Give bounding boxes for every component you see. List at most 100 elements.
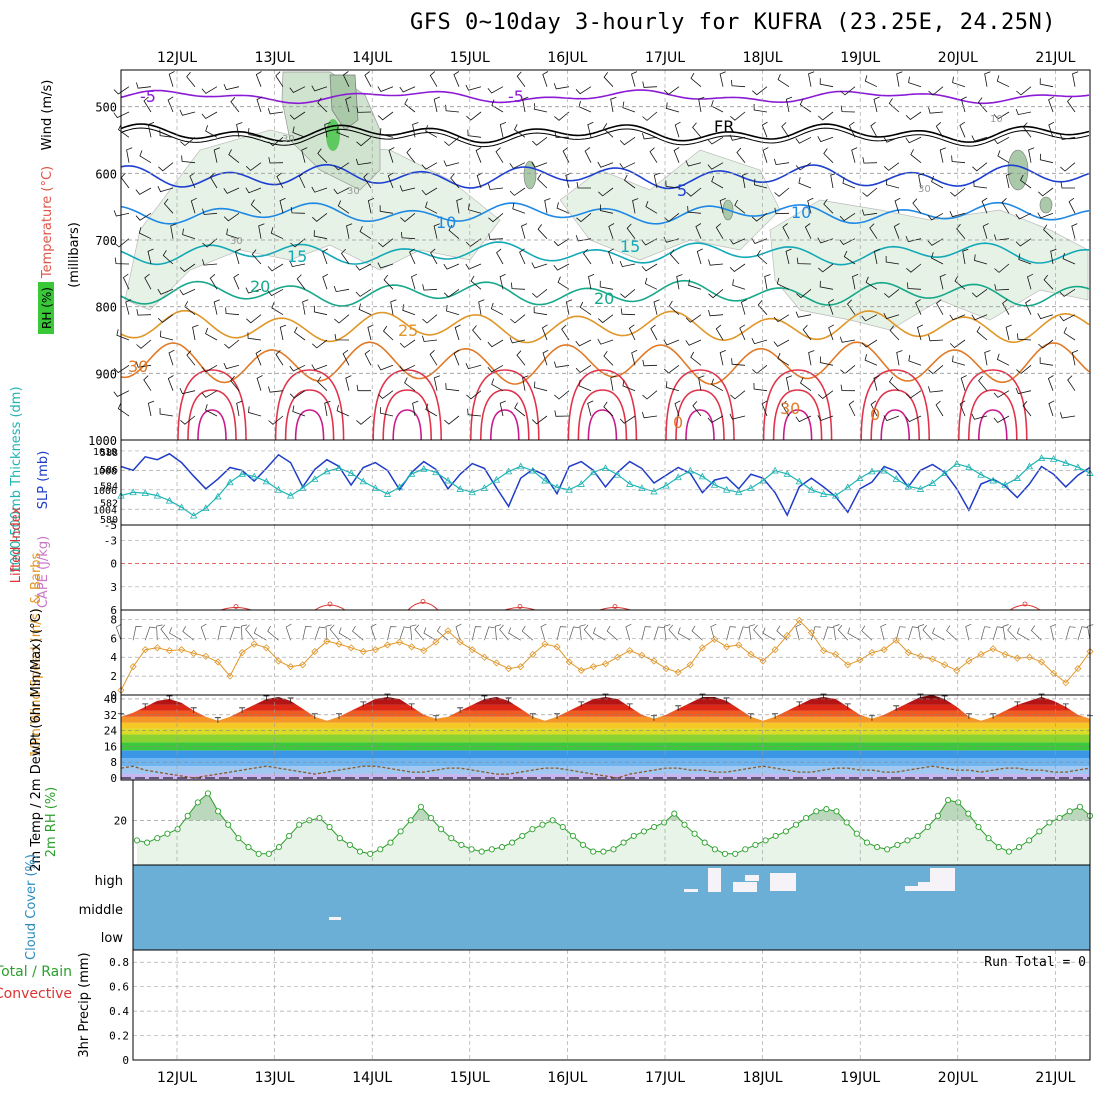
wind-barb-10m <box>508 627 521 641</box>
wind-barb <box>828 324 835 341</box>
wind-barb <box>719 71 726 87</box>
wind-barb-10m <box>653 626 665 641</box>
wind-speed-point <box>383 641 392 649</box>
wind-barb <box>532 288 548 298</box>
wind-barb <box>752 86 768 96</box>
rh-point <box>559 823 566 831</box>
rh-point <box>478 848 485 855</box>
wind-barb <box>773 339 790 347</box>
wind-barb <box>114 238 130 248</box>
wind-speed-point <box>904 648 912 657</box>
wind-speed-point <box>723 643 731 651</box>
wind-barb <box>1050 248 1057 265</box>
wind-speed-point <box>1074 664 1082 673</box>
temperature-contour-surface <box>577 389 628 441</box>
y-tick-label: 0.6 <box>109 981 129 994</box>
wind-barb <box>363 172 372 189</box>
wind-barb-10m <box>494 624 502 641</box>
wind-barb <box>818 111 834 121</box>
top-date-label: 21JUL <box>1035 50 1075 66</box>
wind-barb <box>603 401 614 417</box>
wind-barb <box>587 121 594 138</box>
contour-label: FR <box>714 117 734 136</box>
contour-label: 10 <box>791 203 811 222</box>
wind-barb <box>939 274 946 290</box>
wind-barb <box>608 248 614 265</box>
wind-speed-point <box>941 661 949 669</box>
thickness-point <box>1062 459 1070 466</box>
thickness-axis-label: 1000-500mb Thickness (dm) <box>9 386 24 573</box>
cape-axis-label: CAPE (J/kg) <box>36 536 51 608</box>
wind-barb <box>205 404 218 417</box>
wind-barb <box>870 400 878 417</box>
wind-barb <box>114 257 130 265</box>
wind-barb <box>883 415 900 422</box>
thickness-point <box>504 467 513 475</box>
rh-point <box>640 828 647 835</box>
wind-barb <box>247 128 262 138</box>
rh-point <box>874 844 881 851</box>
wind-barb <box>1071 223 1078 239</box>
rh-point <box>772 832 779 839</box>
minmax-marker <box>166 695 173 701</box>
bottom-date-label: 20JUL <box>938 1070 978 1086</box>
wind-speed-point <box>359 647 367 656</box>
wind-barb <box>1027 273 1034 290</box>
wind-barb <box>542 349 549 366</box>
wind-barb-10m <box>606 625 618 641</box>
y-tick-label: -5 <box>104 519 117 532</box>
wind-barb <box>490 302 504 316</box>
minmax-marker <box>214 717 221 723</box>
rh-point <box>782 828 789 835</box>
wind-barb <box>711 378 724 392</box>
wind-barb <box>864 354 878 366</box>
wind-barb <box>622 101 636 113</box>
wind-barb <box>443 263 460 270</box>
wind-barb <box>939 147 946 163</box>
thickness-line <box>120 457 1091 517</box>
thickness-point <box>916 485 925 492</box>
temperature-contour-surface <box>860 369 930 441</box>
y-tick-label: 0.8 <box>109 956 129 969</box>
wind-barb <box>562 147 570 163</box>
lifted-index-point <box>1022 601 1028 607</box>
thickness-point <box>928 479 937 486</box>
wind-barb <box>840 86 856 96</box>
wind-barb <box>290 206 306 214</box>
wind-barb <box>753 382 768 392</box>
wind-barb <box>296 274 306 290</box>
rh-point <box>580 841 587 848</box>
wind-barb <box>179 288 196 296</box>
wind-barb <box>1071 350 1079 366</box>
wind-barb <box>623 174 636 189</box>
wind-barb <box>628 324 636 341</box>
wind-barb <box>851 147 858 163</box>
wind-speed-point <box>698 644 706 652</box>
wind-barb <box>450 173 460 189</box>
wind-barb <box>1005 324 1012 341</box>
wind-barb <box>608 223 615 239</box>
y-tick-label: 500 <box>95 101 117 115</box>
rh-point <box>438 826 445 833</box>
wind-barb-10m <box>352 625 364 641</box>
y-tick-label: 4 <box>110 651 117 664</box>
wind-barb <box>1048 121 1055 138</box>
wind-barb <box>1015 387 1032 395</box>
wind-barb <box>707 136 724 145</box>
wind-barb <box>753 178 768 189</box>
wind-barb <box>1059 133 1076 141</box>
wind-barb <box>731 79 746 88</box>
thickness-point <box>468 488 476 496</box>
wind-barb <box>113 390 130 398</box>
rh-point <box>894 841 901 848</box>
wind-barb <box>1039 78 1054 88</box>
wind-barb <box>509 162 526 169</box>
thickness-point <box>1074 463 1082 471</box>
wind-barb <box>740 299 747 315</box>
wind-barb <box>512 202 526 214</box>
wind-barb <box>377 111 394 121</box>
contour-label: 20 <box>594 289 614 308</box>
wind-barb <box>488 183 504 190</box>
wind-barb <box>201 86 218 94</box>
wind-barb <box>761 121 768 138</box>
